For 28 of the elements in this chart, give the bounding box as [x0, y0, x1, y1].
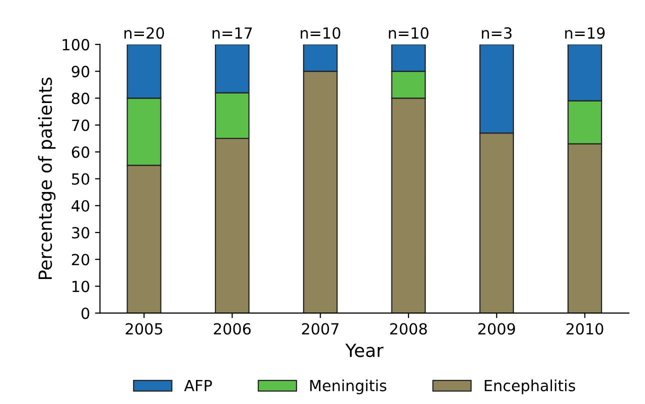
annotation: n=10	[300, 27, 340, 39]
y-tick-label: 10	[72, 280, 90, 292]
y-axis-title: Percentage of patients	[38, 78, 56, 280]
x-tick-label: 2005	[126, 323, 162, 335]
annotation: n=10	[388, 27, 428, 39]
y-tick-label: 0	[82, 308, 90, 320]
x-tick-label: 2007	[302, 323, 338, 335]
y-tick-label: 40	[72, 200, 90, 212]
x-axis-title: Year	[345, 344, 384, 358]
x-tick-label: 2008	[390, 323, 427, 335]
legend-label: Meningitis	[310, 380, 386, 394]
legend-label: Encephalitis	[484, 380, 576, 394]
x-tick-label: 2010	[566, 323, 604, 335]
x-tick-label: 2009	[478, 323, 516, 335]
y-tick-label: 30	[72, 226, 90, 239]
y-tick-label: 70	[72, 120, 90, 132]
y-tick-label: 100	[62, 38, 90, 50]
legend-label: AFP	[184, 380, 212, 392]
annotation: n=3	[482, 27, 512, 39]
annotation: n=20	[124, 27, 164, 39]
annotation: n=17	[212, 27, 252, 39]
y-tick-label: 90	[72, 66, 90, 78]
annotation: n=19	[565, 27, 605, 39]
y-tick-label: 20	[72, 254, 90, 266]
y-tick-label: 80	[72, 92, 90, 104]
y-tick-label: 50	[72, 173, 90, 185]
y-tick-label: 60	[72, 146, 90, 158]
x-tick-label: 2006	[214, 323, 251, 335]
